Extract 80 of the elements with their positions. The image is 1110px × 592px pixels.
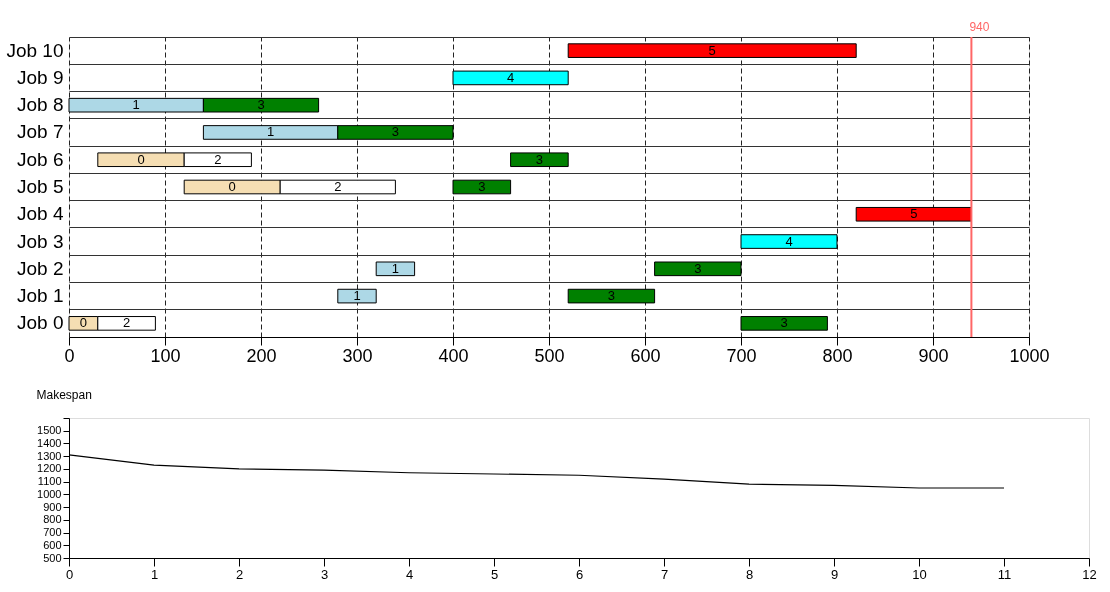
x-tick-label: 9 (830, 566, 839, 582)
x-tick-label: 500 (534, 345, 565, 366)
bar (452, 179, 512, 195)
series-label: 4 (506, 69, 515, 85)
series-label: 0 (137, 151, 145, 167)
text: 2 (122, 315, 131, 331)
x-tick-label: 6 (575, 566, 584, 582)
ref-line-label: 940 (969, 20, 990, 34)
y-tick-label: 1500 (37, 424, 62, 437)
x-tick-label: 10 (912, 566, 927, 582)
x-tick-label: 4 (405, 566, 414, 582)
y-tick-label: 1100 (37, 475, 62, 488)
text: 2 (334, 179, 342, 194)
text: 3 (694, 260, 702, 276)
series-label: 5 (910, 206, 918, 222)
text: 3 (535, 151, 544, 167)
text: 1 (391, 260, 400, 276)
bar (855, 206, 972, 222)
text: 0 (228, 179, 236, 194)
y-tick-label: 800 (43, 513, 62, 526)
x-tick-label: 200 (246, 345, 277, 366)
x-tick-label: 2 (235, 566, 244, 582)
x-tick-label: 5 (490, 566, 499, 582)
y-tick-label: 600 (43, 538, 62, 551)
bar (567, 43, 857, 58)
y-tick-label: 1400 (37, 436, 62, 449)
text: 3 (257, 97, 265, 113)
text: 0 (79, 315, 88, 331)
y-tick-label: 1300 (37, 449, 62, 462)
y-tick-label: 900 (43, 500, 62, 513)
bar (337, 288, 377, 304)
x-tick-label: 3 (320, 566, 329, 582)
x-tick-label: 600 (630, 345, 661, 366)
bar (375, 261, 416, 277)
y-tick-label: 1000 (37, 487, 62, 500)
x-tick-label: 0 (65, 566, 74, 582)
x-tick-label: 800 (822, 345, 853, 366)
bar (452, 70, 569, 86)
text: 4 (785, 233, 793, 249)
bar (740, 234, 838, 249)
y-tick-label: Job 2 (17, 257, 64, 279)
y-tick-label: Job 10 (6, 39, 64, 61)
x-tick-label: 7 (660, 566, 669, 582)
y-tick-label: Job 0 (17, 312, 64, 334)
text: 3 (391, 124, 400, 140)
y-tick-label: 500 (43, 551, 62, 564)
text: 1 (132, 97, 140, 113)
text: 5 (708, 42, 716, 58)
y-tick-label: Job 5 (17, 176, 64, 197)
y-tick-label: Job 4 (17, 203, 64, 225)
y-tick-label: 1200 (37, 462, 62, 475)
x-tick-label: 8 (745, 566, 754, 582)
x-tick-label: 0 (64, 345, 75, 366)
y-tick-label: Job 6 (17, 148, 64, 170)
x-tick-label: 1000 (1009, 345, 1050, 366)
x-tick-label: 400 (438, 345, 469, 366)
y-tick-label: Job 9 (17, 66, 64, 88)
x-tick-label: 1 (150, 566, 159, 582)
y-tick-label: Job 7 (17, 121, 64, 143)
y-tick-label: Job 1 (17, 285, 64, 307)
series-label: 3 (607, 288, 616, 304)
x-tick-label: 11 (997, 566, 1012, 582)
text: 1 (266, 124, 275, 140)
series-label: 1 (353, 288, 361, 304)
bar (740, 316, 828, 331)
chart-title: Makespan (36, 388, 92, 402)
bar (654, 261, 742, 277)
y-tick-label: Job 8 (17, 94, 64, 116)
x-tick-label: 12 (1082, 566, 1097, 582)
text: 3 (478, 179, 486, 194)
x-tick-label: 900 (918, 345, 949, 366)
x-tick-label: 700 (726, 345, 757, 366)
x-tick-label: 300 (342, 345, 373, 366)
bar (510, 152, 569, 168)
series-label: 2 (214, 151, 222, 167)
y-tick-label: Job 3 (17, 230, 64, 252)
x-tick-label: 100 (150, 345, 181, 366)
text: 3 (780, 315, 788, 331)
y-tick-label: 700 (43, 526, 62, 539)
bar (567, 288, 656, 304)
